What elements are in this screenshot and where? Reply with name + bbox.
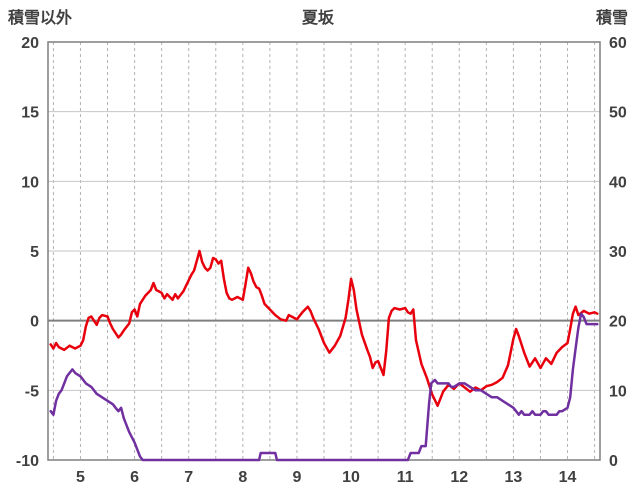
x-axis-tick-label: 12 [450, 469, 468, 486]
left-axis-tick-label: -10 [16, 453, 39, 470]
x-axis-tick-label: 10 [342, 469, 360, 486]
x-axis-tick-label: 8 [238, 469, 247, 486]
right-axis-tick-label: 10 [609, 383, 627, 400]
left-axis-tick-label: -5 [25, 383, 39, 400]
left-axis-tick-label: 20 [21, 35, 39, 52]
right-axis-title: 積雪 [595, 10, 628, 27]
x-axis-tick-label: 14 [559, 469, 577, 486]
left-axis-tick-label: 10 [21, 174, 39, 191]
x-axis-tick-label: 5 [76, 469, 85, 486]
left-axis-tick-label: 0 [30, 314, 39, 331]
x-axis-tick-label: 7 [184, 469, 193, 486]
right-axis-tick-label: 30 [609, 244, 627, 261]
series-line-right [49, 312, 599, 462]
left-axis-tick-label: 5 [30, 244, 39, 261]
x-axis-tick-label: 6 [130, 469, 139, 486]
x-axis-tick-label: 13 [505, 469, 523, 486]
chart-title: 夏坂 [301, 10, 334, 27]
series-line-left [49, 249, 599, 407]
right-axis-tick-label: 60 [609, 35, 627, 52]
right-axis-tick-label: 50 [609, 105, 627, 122]
x-axis-tick-label: 9 [292, 469, 301, 486]
right-axis-tick-label: 0 [609, 453, 618, 470]
x-axis-tick-label: 11 [397, 469, 414, 486]
right-axis-tick-label: 40 [609, 174, 627, 191]
left-axis-title: 積雪以外 [8, 10, 73, 27]
left-axis-tick-label: 15 [21, 105, 39, 122]
right-axis-tick-label: 20 [609, 314, 627, 331]
